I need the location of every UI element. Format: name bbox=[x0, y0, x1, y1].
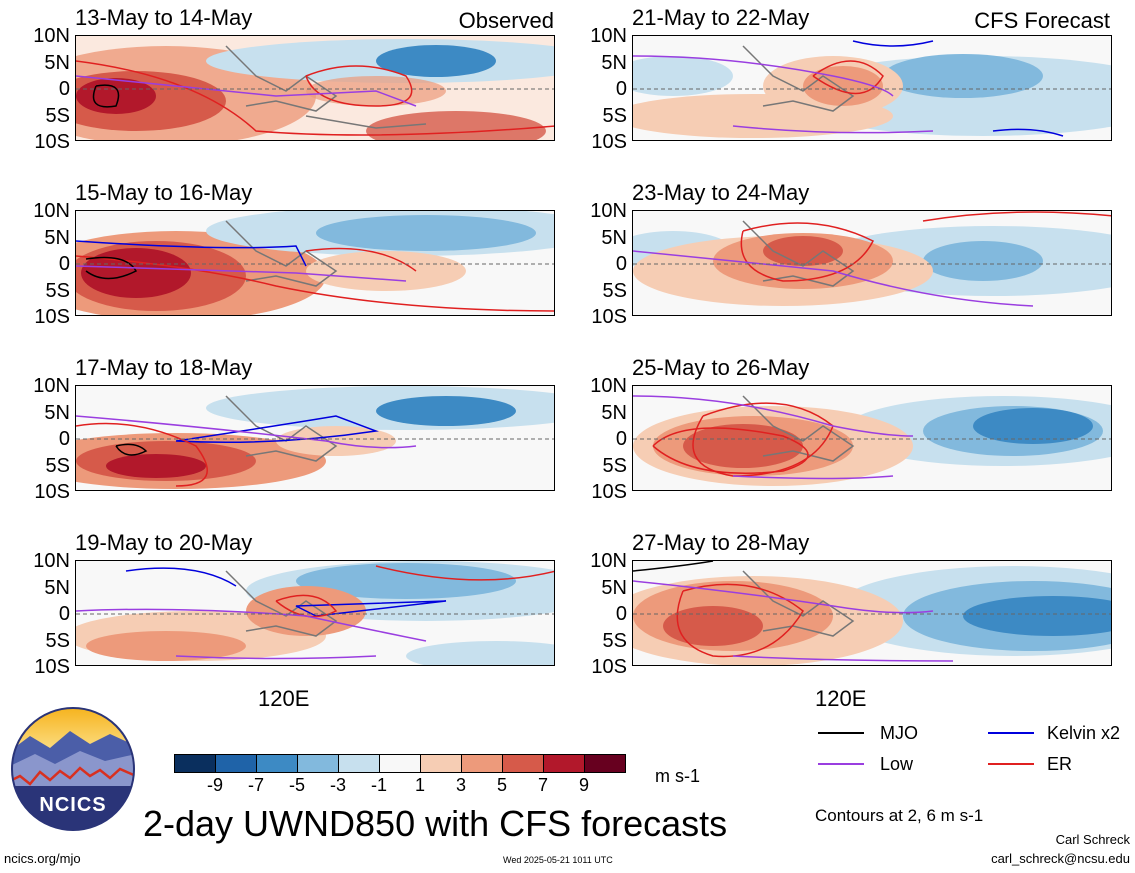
latitude-label: 0 bbox=[58, 253, 70, 275]
panel-title: 27-May to 28-May bbox=[632, 530, 810, 555]
latitude-label: 5S bbox=[45, 629, 70, 652]
map-plot bbox=[632, 385, 1112, 491]
latitude-label: 0 bbox=[615, 603, 627, 625]
legend-kelvin-line bbox=[988, 732, 1034, 734]
latitude-label: 10N bbox=[590, 25, 627, 47]
legend-low-label: Low bbox=[880, 754, 914, 774]
panel-title: 13-May to 14-May bbox=[75, 5, 253, 30]
colorbar-swatch bbox=[379, 754, 421, 773]
colorbar-tick-label: -1 bbox=[370, 775, 387, 795]
latitude-label: 10S bbox=[34, 131, 70, 153]
latitude-label: 10S bbox=[34, 306, 70, 328]
contours-note: Contours at 2, 6 m s-1 bbox=[815, 806, 984, 825]
colorbar-swatch bbox=[502, 754, 544, 773]
observed-label: Observed bbox=[458, 8, 554, 33]
colorbar-tick-label: 1 bbox=[414, 775, 425, 795]
colorbar-swatch bbox=[420, 754, 462, 773]
latitude-label: 10N bbox=[33, 200, 70, 222]
latitude-label: 5N bbox=[44, 226, 70, 249]
colorbar-tick-label: 3 bbox=[455, 775, 466, 795]
footer-timestamp: Wed 2025-05-21 1011 UTC bbox=[503, 855, 613, 865]
colorbar-unit: m s-1 bbox=[655, 766, 700, 786]
latitude-label: 5S bbox=[45, 279, 70, 302]
footer-author: Carl Schreck bbox=[1055, 832, 1130, 847]
panel-title: 23-May to 24-May bbox=[632, 180, 810, 205]
latitude-label: 10S bbox=[34, 656, 70, 678]
legend-mjo-label: MJO bbox=[880, 723, 918, 743]
latitude-label: 10N bbox=[590, 550, 627, 572]
map-plot bbox=[75, 35, 555, 141]
colorbar-tick-label: -3 bbox=[329, 775, 346, 795]
latitude-label: 0 bbox=[58, 603, 70, 625]
latitude-label: 0 bbox=[615, 428, 627, 450]
colorbar-swatch bbox=[215, 754, 257, 773]
colorbar-swatch bbox=[256, 754, 298, 773]
map-plot bbox=[75, 210, 555, 316]
colorbar-swatch bbox=[543, 754, 585, 773]
footer-email[interactable]: carl_schreck@ncsu.edu bbox=[991, 851, 1130, 866]
map-plot bbox=[632, 560, 1112, 666]
map-plot bbox=[75, 560, 555, 666]
latitude-label: 0 bbox=[58, 428, 70, 450]
logo-text: NCICS bbox=[39, 794, 107, 816]
legend-mjo-line bbox=[818, 732, 864, 734]
latitude-label: 5N bbox=[44, 401, 70, 424]
ncics-logo: NCICS bbox=[10, 706, 136, 832]
legend-low-line bbox=[818, 763, 864, 765]
latitude-label: 10S bbox=[591, 306, 627, 328]
colorbar-swatch bbox=[338, 754, 380, 773]
footer-url[interactable]: ncics.org/mjo bbox=[4, 851, 81, 866]
panel-title: 21-May to 22-May bbox=[632, 5, 810, 30]
latitude-label: 5N bbox=[44, 576, 70, 599]
colorbar-swatch bbox=[297, 754, 339, 773]
lon-label-left: 120E bbox=[258, 686, 310, 711]
colorbar-swatch bbox=[174, 754, 216, 773]
panel-title: 19-May to 20-May bbox=[75, 530, 253, 555]
latitude-label: 5S bbox=[602, 104, 627, 127]
map-plot bbox=[632, 35, 1112, 141]
latitude-label: 5S bbox=[602, 629, 627, 652]
latitude-label: 10N bbox=[33, 550, 70, 572]
lon-label-right: 120E bbox=[815, 686, 867, 711]
latitude-label: 10S bbox=[591, 481, 627, 503]
colorbar-tick-label: -7 bbox=[247, 775, 264, 795]
main-title: 2-day UWND850 with CFS forecasts bbox=[143, 803, 728, 844]
latitude-label: 0 bbox=[58, 78, 70, 100]
legend-er-line bbox=[988, 763, 1034, 765]
latitude-label: 10N bbox=[33, 375, 70, 397]
latitude-label: 5S bbox=[45, 454, 70, 477]
latitude-label: 10S bbox=[591, 656, 627, 678]
latitude-label: 5S bbox=[602, 279, 627, 302]
legend-er-label: ER bbox=[1047, 754, 1073, 774]
latitude-label: 5N bbox=[601, 576, 627, 599]
latitude-label: 5N bbox=[44, 51, 70, 74]
legend-kelvin-label: Kelvin x2 bbox=[1047, 723, 1121, 743]
cfs-forecast-label: CFS Forecast bbox=[974, 8, 1110, 33]
latitude-label: 10S bbox=[34, 481, 70, 503]
latitude-label: 5S bbox=[602, 454, 627, 477]
colorbar-tick-label: -5 bbox=[288, 775, 305, 795]
colorbar-swatch bbox=[461, 754, 503, 773]
latitude-label: 5N bbox=[601, 51, 627, 74]
colorbar-tick-label: 9 bbox=[578, 775, 589, 795]
latitude-label: 5N bbox=[601, 226, 627, 249]
panel-title: 15-May to 16-May bbox=[75, 180, 253, 205]
latitude-label: 10N bbox=[590, 375, 627, 397]
latitude-label: 0 bbox=[615, 253, 627, 275]
map-plot bbox=[75, 385, 555, 491]
latitude-label: 5S bbox=[45, 104, 70, 127]
panel-title: 17-May to 18-May bbox=[75, 355, 253, 380]
latitude-label: 5N bbox=[601, 401, 627, 424]
latitude-label: 10S bbox=[591, 131, 627, 153]
latitude-label: 10N bbox=[33, 25, 70, 47]
panel-title: 25-May to 26-May bbox=[632, 355, 810, 380]
colorbar-tick-label: 7 bbox=[537, 775, 548, 795]
colorbar-swatch bbox=[584, 754, 626, 773]
latitude-label: 0 bbox=[615, 78, 627, 100]
colorbar-tick-label: 5 bbox=[496, 775, 507, 795]
map-plot bbox=[632, 210, 1112, 316]
latitude-label: 10N bbox=[590, 200, 627, 222]
colorbar-tick-label: -9 bbox=[206, 775, 223, 795]
